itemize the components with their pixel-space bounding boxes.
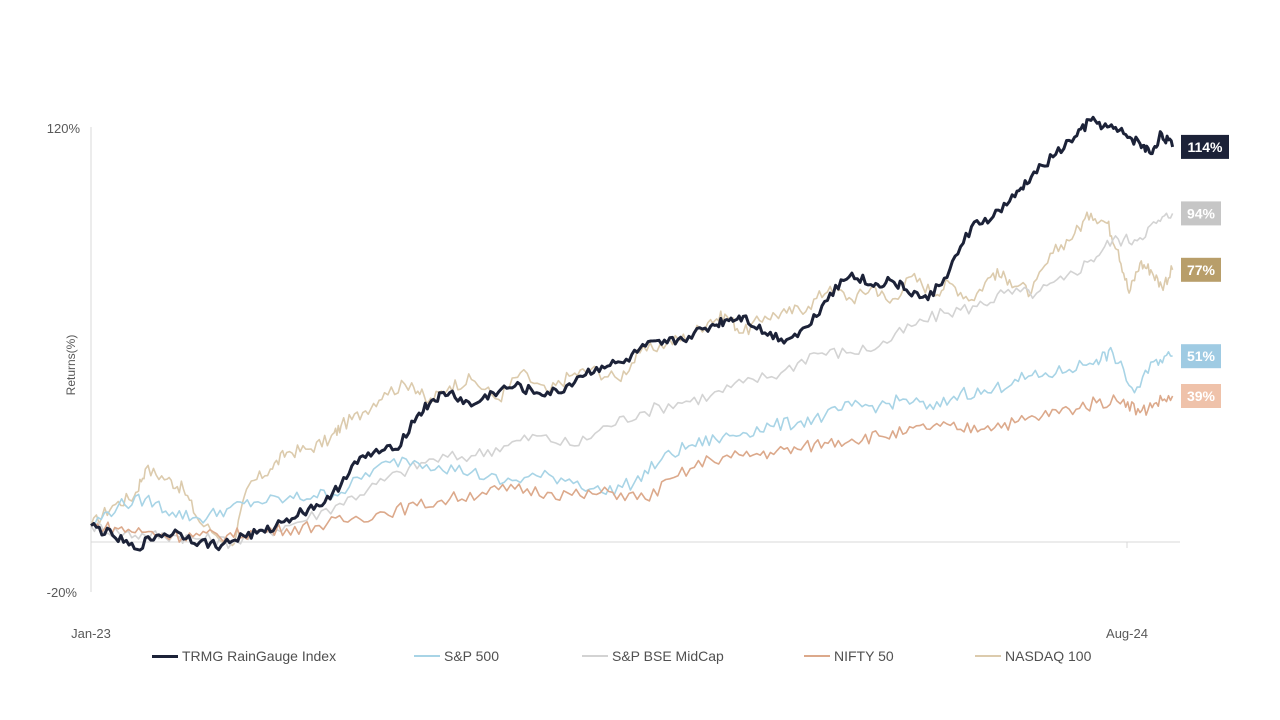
legend-swatch xyxy=(804,655,830,657)
end-label-box-0 xyxy=(1181,257,1221,282)
legend-label: NASDAQ 100 xyxy=(1005,648,1092,664)
legend-item-trmg-raingauge-index: TRMG RainGauge Index xyxy=(152,648,336,664)
legend-label: S&P BSE MidCap xyxy=(612,648,724,664)
series-line-nifty-50 xyxy=(90,394,1174,543)
y-axis-label: Returns(%) xyxy=(64,335,78,396)
legend-swatch xyxy=(582,655,608,657)
end-label-box-4 xyxy=(1181,134,1229,159)
x-tick-label-start: Jan-23 xyxy=(71,626,111,641)
end-label-4: 114% xyxy=(1187,139,1223,155)
series-line-nasdaq-100 xyxy=(90,211,1174,547)
end-label-box-1 xyxy=(1181,201,1221,226)
end-label-3: 39% xyxy=(1187,388,1216,404)
end-value-labels: 77% 94% 51% 39% 114% xyxy=(1181,134,1229,408)
series-line-s-p-500 xyxy=(90,346,1173,527)
y-tick-label-top: 120% xyxy=(47,121,81,136)
y-tick-label-bottom: -20% xyxy=(47,585,78,600)
legend-item-nifty-50: NIFTY 50 xyxy=(804,648,894,664)
legend-label: TRMG RainGauge Index xyxy=(182,648,337,664)
chart-axes: 120% -20% Jan-23 Aug-24 Returns(%) xyxy=(47,121,1180,641)
series-line-trmg-raingauge-index xyxy=(90,115,1175,552)
legend-swatch xyxy=(414,655,440,657)
legend-item-s-p-bse-midcap: S&P BSE MidCap xyxy=(582,648,724,664)
series-lines xyxy=(90,115,1175,552)
legend-item-s-p-500: S&P 500 xyxy=(414,648,499,664)
end-label-1: 94% xyxy=(1187,205,1216,221)
legend-item-nasdaq-100: NASDAQ 100 xyxy=(975,648,1091,664)
legend-label: S&P 500 xyxy=(444,648,500,664)
x-tick-label-end: Aug-24 xyxy=(1106,626,1148,641)
end-label-2: 51% xyxy=(1187,348,1216,364)
legend-swatch xyxy=(152,654,178,658)
end-label-0: 77% xyxy=(1187,262,1216,278)
legend-swatch xyxy=(975,655,1001,657)
legend-label: NIFTY 50 xyxy=(834,648,894,664)
series-line-s-p-bse-midcap xyxy=(90,212,1174,550)
chart-legend: TRMG RainGauge Index S&P 500 S&P BSE MidCa… xyxy=(152,648,1152,668)
end-label-box-3 xyxy=(1181,384,1221,408)
end-label-box-2 xyxy=(1181,344,1221,369)
